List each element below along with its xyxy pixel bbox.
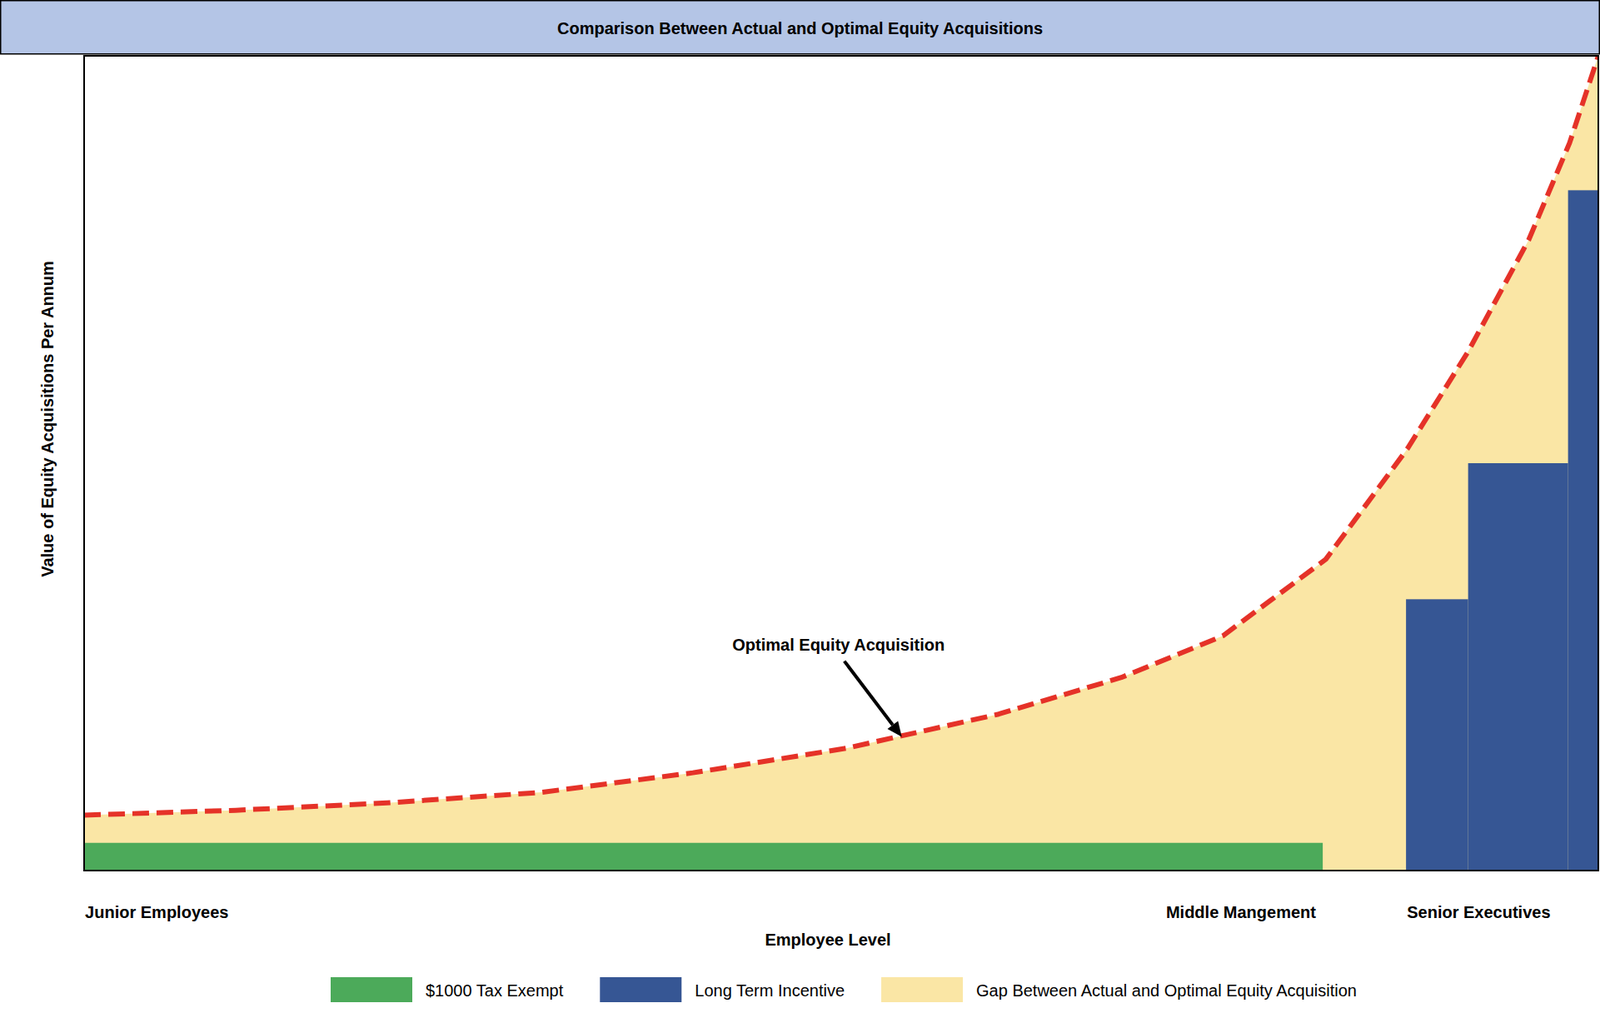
annotation-arrowhead <box>887 720 902 737</box>
bar <box>84 842 1323 871</box>
bar <box>1468 463 1569 871</box>
title: Comparison Between Actual and Optimal Eq… <box>557 19 1043 38</box>
annotation-arrow <box>844 661 893 726</box>
annotation: Optimal Equity Acquisition <box>732 635 945 654</box>
legend-swatch <box>330 976 413 1002</box>
x-axis-label: Employee Level <box>764 930 891 949</box>
optimal-line <box>84 55 1599 815</box>
gap-area <box>84 55 1599 871</box>
plot-background <box>84 55 1599 871</box>
legend-label: Gap Between Actual and Optimal Equity Ac… <box>976 981 1357 1000</box>
x-tick-label: Middle Mangement <box>1166 902 1316 922</box>
x-tick-label: Junior Employees <box>84 902 229 922</box>
legend-swatch <box>881 976 963 1002</box>
legend-swatch <box>599 976 682 1002</box>
x-tick-label: Senior Executives <box>1406 902 1551 922</box>
plot-area <box>84 55 1599 871</box>
title-bar <box>0 0 1600 55</box>
legend-label: Long Term Incentive <box>694 981 845 1000</box>
bar <box>1568 189 1599 871</box>
plot-frame <box>84 55 1599 871</box>
y-axis-label: Value of Equity Acquisitions Per Annum <box>38 260 57 578</box>
bar <box>1405 598 1469 871</box>
legend-label: $1000 Tax Exempt <box>425 981 564 1000</box>
chart: Comparison Between Actual and Optimal Eq… <box>0 0 1600 1033</box>
